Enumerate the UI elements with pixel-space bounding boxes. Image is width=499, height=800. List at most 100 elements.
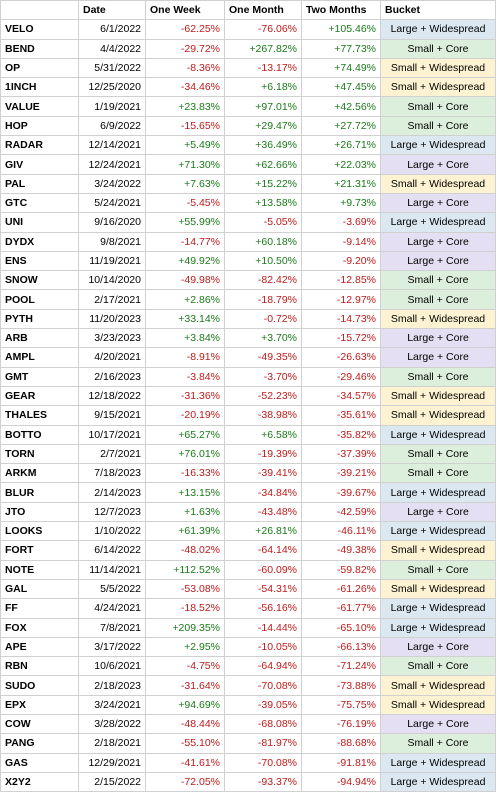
bucket-cell[interactable]: Large + Widespread [380,212,496,233]
date-cell[interactable]: 2/7/2021 [78,443,146,465]
token-cell[interactable]: PYTH [0,308,79,330]
date-cell[interactable]: 2/16/2023 [78,366,146,387]
bucket-cell[interactable]: Large + Core [380,250,496,272]
date-cell[interactable]: 10/14/2020 [78,270,146,291]
token-cell[interactable]: APE [0,636,79,658]
date-cell[interactable]: 4/24/2021 [78,598,146,619]
one-month-cell[interactable]: +3.70% [224,328,302,349]
two-months-cell[interactable]: -94.94% [301,771,381,793]
date-cell[interactable]: 5/24/2021 [78,192,146,214]
one-month-cell[interactable]: -49.35% [224,347,302,368]
token-cell[interactable]: COW [0,713,79,735]
token-cell[interactable]: BLUR [0,482,79,503]
token-cell[interactable]: X2Y2 [0,771,79,793]
two-months-cell[interactable]: +77.73% [301,38,381,59]
bucket-cell[interactable]: Large + Widespread [380,482,496,503]
bucket-cell[interactable]: Small + Core [380,270,496,291]
two-months-cell[interactable]: +21.31% [301,173,381,194]
date-cell[interactable]: 10/6/2021 [78,656,146,677]
one-month-cell[interactable]: -39.41% [224,463,302,484]
date-cell[interactable]: 2/17/2021 [78,289,146,310]
one-month-cell[interactable]: -0.72% [224,308,302,330]
token-cell[interactable]: HOP [0,115,79,137]
one-month-cell[interactable]: -5.05% [224,212,302,233]
one-week-cell[interactable]: -14.77% [145,231,225,252]
header-date[interactable]: Date [78,0,146,21]
one-month-cell[interactable]: +10.50% [224,250,302,272]
two-months-cell[interactable]: -14.73% [301,308,381,330]
one-month-cell[interactable]: -68.08% [224,713,302,735]
two-months-cell[interactable]: -91.81% [301,752,381,773]
two-months-cell[interactable]: -34.57% [301,385,381,407]
two-months-cell[interactable]: -12.85% [301,270,381,291]
bucket-cell[interactable]: Large + Core [380,154,496,175]
date-cell[interactable]: 11/20/2023 [78,308,146,330]
two-months-cell[interactable]: -9.14% [301,231,381,252]
two-months-cell[interactable]: -9.20% [301,250,381,272]
one-week-cell[interactable]: +76.01% [145,443,225,465]
token-cell[interactable]: GTC [0,192,79,214]
bucket-cell[interactable]: Small + Core [380,559,496,580]
one-month-cell[interactable]: -43.48% [224,501,302,523]
two-months-cell[interactable]: -71.24% [301,656,381,677]
two-months-cell[interactable]: -49.38% [301,540,381,561]
bucket-cell[interactable]: Large + Core [380,636,496,658]
bucket-cell[interactable]: Small + Core [380,38,496,59]
one-week-cell[interactable]: -8.36% [145,57,225,79]
date-cell[interactable]: 7/18/2023 [78,463,146,484]
date-cell[interactable]: 5/5/2022 [78,578,146,600]
one-week-cell[interactable]: -48.02% [145,540,225,561]
header-two-months[interactable]: Two Months [301,0,381,21]
two-months-cell[interactable]: -15.72% [301,328,381,349]
date-cell[interactable]: 2/15/2022 [78,771,146,793]
one-week-cell[interactable]: +2.95% [145,636,225,658]
one-week-cell[interactable]: -72.05% [145,771,225,793]
one-month-cell[interactable]: -3.70% [224,366,302,387]
one-month-cell[interactable]: +60.18% [224,231,302,252]
two-months-cell[interactable]: -35.82% [301,424,381,445]
one-month-cell[interactable]: -13.17% [224,57,302,79]
one-week-cell[interactable]: +7.63% [145,173,225,194]
date-cell[interactable]: 11/14/2021 [78,559,146,580]
two-months-cell[interactable]: +26.71% [301,135,381,156]
token-cell[interactable]: ARB [0,328,79,349]
one-month-cell[interactable]: -10.05% [224,636,302,658]
one-month-cell[interactable]: -60.09% [224,559,302,580]
token-cell[interactable]: ARKM [0,463,79,484]
bucket-cell[interactable]: Small + Widespread [380,385,496,407]
token-cell[interactable]: VELO [0,19,79,40]
one-week-cell[interactable]: +13.15% [145,482,225,503]
token-cell[interactable]: AMPL [0,347,79,368]
one-week-cell[interactable]: +5.49% [145,135,225,156]
one-month-cell[interactable]: +62.66% [224,154,302,175]
date-cell[interactable]: 6/14/2022 [78,540,146,561]
bucket-cell[interactable]: Small + Core [380,96,496,117]
header-one-month[interactable]: One Month [224,0,302,21]
one-month-cell[interactable]: -18.79% [224,289,302,310]
one-month-cell[interactable]: -19.39% [224,443,302,465]
token-cell[interactable]: GIV [0,154,79,175]
bucket-cell[interactable]: Small + Widespread [380,405,496,426]
bucket-cell[interactable]: Large + Widespread [380,752,496,773]
one-week-cell[interactable]: -29.72% [145,38,225,59]
token-cell[interactable]: FF [0,598,79,619]
date-cell[interactable]: 3/28/2022 [78,713,146,735]
date-cell[interactable]: 3/24/2022 [78,173,146,194]
token-cell[interactable]: OP [0,57,79,79]
token-cell[interactable]: POOL [0,289,79,310]
bucket-cell[interactable]: Small + Widespread [380,77,496,98]
one-month-cell[interactable]: +36.49% [224,135,302,156]
one-week-cell[interactable]: -3.84% [145,366,225,387]
token-cell[interactable]: ENS [0,250,79,272]
two-months-cell[interactable]: +9.73% [301,192,381,214]
token-cell[interactable]: THALES [0,405,79,426]
date-cell[interactable]: 2/18/2021 [78,733,146,754]
one-week-cell[interactable]: -5.45% [145,192,225,214]
date-cell[interactable]: 3/24/2021 [78,694,146,715]
bucket-cell[interactable]: Large + Widespread [380,617,496,638]
token-cell[interactable]: FOX [0,617,79,638]
one-month-cell[interactable]: -34.84% [224,482,302,503]
bucket-cell[interactable]: Small + Widespread [380,675,496,696]
two-months-cell[interactable]: -75.75% [301,694,381,715]
one-month-cell[interactable]: -14.44% [224,617,302,638]
